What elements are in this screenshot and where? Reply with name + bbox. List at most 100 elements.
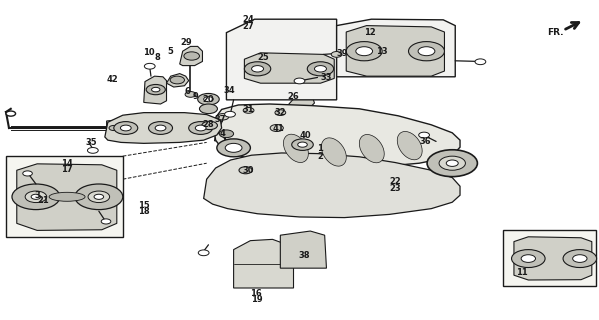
- Text: 38: 38: [298, 251, 310, 260]
- Text: 18: 18: [138, 207, 150, 216]
- Circle shape: [446, 160, 458, 166]
- Circle shape: [217, 114, 229, 120]
- Polygon shape: [167, 74, 189, 87]
- Text: 26: 26: [288, 92, 300, 100]
- Circle shape: [204, 97, 213, 102]
- Polygon shape: [346, 26, 444, 76]
- Circle shape: [239, 167, 252, 174]
- Text: 23: 23: [389, 184, 401, 193]
- Text: 30: 30: [243, 166, 255, 175]
- Circle shape: [307, 62, 334, 76]
- Polygon shape: [144, 76, 167, 104]
- Polygon shape: [204, 153, 460, 218]
- Polygon shape: [214, 125, 237, 141]
- Circle shape: [225, 143, 242, 152]
- Circle shape: [409, 42, 444, 61]
- Circle shape: [356, 47, 373, 56]
- Circle shape: [170, 76, 184, 84]
- Text: 21: 21: [37, 196, 49, 204]
- Polygon shape: [17, 164, 117, 230]
- Circle shape: [512, 250, 545, 268]
- Text: 1: 1: [317, 144, 323, 153]
- Circle shape: [198, 93, 219, 105]
- Circle shape: [418, 47, 435, 56]
- Circle shape: [298, 142, 307, 147]
- Circle shape: [199, 104, 217, 114]
- Circle shape: [12, 184, 60, 210]
- Ellipse shape: [359, 134, 384, 163]
- Text: 3: 3: [34, 191, 40, 200]
- Text: 37: 37: [214, 115, 226, 124]
- Text: 29: 29: [180, 38, 192, 47]
- Circle shape: [217, 139, 250, 157]
- Text: 24: 24: [243, 15, 255, 24]
- Polygon shape: [337, 19, 455, 77]
- Circle shape: [25, 191, 47, 203]
- Circle shape: [101, 219, 111, 224]
- Text: 27: 27: [243, 22, 255, 31]
- Circle shape: [292, 139, 313, 150]
- Polygon shape: [226, 19, 337, 100]
- Text: 13: 13: [376, 47, 388, 56]
- Text: 32: 32: [274, 108, 286, 116]
- Text: 9: 9: [193, 92, 199, 100]
- Polygon shape: [234, 239, 294, 288]
- Ellipse shape: [49, 192, 85, 201]
- Circle shape: [114, 122, 138, 134]
- Polygon shape: [503, 230, 596, 286]
- Text: 17: 17: [61, 165, 73, 174]
- Circle shape: [475, 59, 486, 65]
- Circle shape: [244, 62, 271, 76]
- Circle shape: [294, 78, 305, 84]
- Text: 22: 22: [389, 177, 401, 186]
- Polygon shape: [244, 53, 334, 83]
- Circle shape: [120, 125, 131, 131]
- Circle shape: [419, 132, 429, 138]
- Circle shape: [88, 191, 110, 203]
- Ellipse shape: [322, 138, 346, 166]
- Polygon shape: [107, 120, 121, 136]
- Polygon shape: [105, 113, 222, 143]
- Text: 39: 39: [337, 49, 349, 58]
- Polygon shape: [514, 237, 592, 280]
- Ellipse shape: [283, 134, 308, 163]
- Text: 5: 5: [168, 47, 174, 56]
- Text: 31: 31: [243, 105, 255, 114]
- Circle shape: [6, 111, 16, 116]
- Text: 40: 40: [300, 131, 311, 140]
- Polygon shape: [280, 231, 326, 268]
- Text: 35: 35: [85, 138, 97, 147]
- Text: 33: 33: [320, 73, 332, 82]
- Text: 14: 14: [61, 159, 73, 168]
- Circle shape: [185, 92, 196, 97]
- Text: 10: 10: [143, 48, 155, 57]
- Text: 12: 12: [364, 28, 376, 36]
- Circle shape: [219, 130, 234, 138]
- Circle shape: [149, 122, 173, 134]
- Circle shape: [427, 150, 477, 177]
- Text: 6: 6: [184, 87, 190, 96]
- Circle shape: [275, 110, 286, 116]
- Circle shape: [252, 66, 264, 72]
- Circle shape: [87, 148, 98, 153]
- Circle shape: [314, 66, 326, 72]
- Circle shape: [31, 194, 41, 199]
- Text: 34: 34: [223, 86, 235, 95]
- Text: 16: 16: [250, 289, 262, 298]
- Circle shape: [109, 125, 119, 131]
- Circle shape: [152, 87, 160, 92]
- Text: FR.: FR.: [547, 28, 564, 37]
- Circle shape: [146, 84, 165, 95]
- Circle shape: [243, 108, 254, 113]
- Polygon shape: [180, 46, 202, 66]
- Circle shape: [144, 63, 155, 69]
- Circle shape: [439, 156, 465, 170]
- Circle shape: [521, 255, 536, 262]
- Text: 25: 25: [258, 53, 270, 62]
- Polygon shape: [213, 104, 460, 167]
- Circle shape: [225, 111, 235, 117]
- Text: 15: 15: [138, 201, 150, 210]
- Circle shape: [270, 124, 283, 132]
- Text: 19: 19: [250, 295, 262, 304]
- Circle shape: [184, 52, 199, 60]
